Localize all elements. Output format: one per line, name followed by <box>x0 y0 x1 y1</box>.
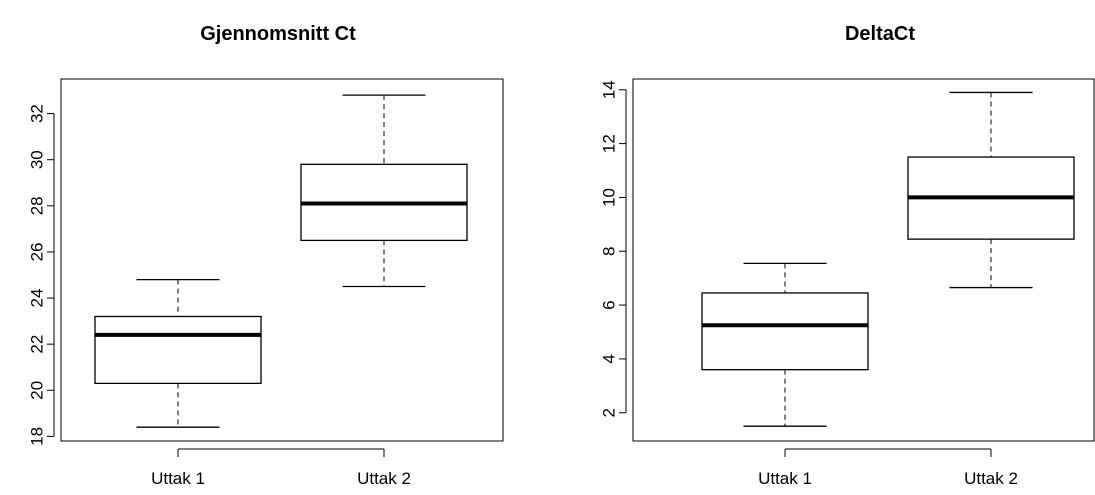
chart-title: Gjennomsnitt Ct <box>200 23 356 45</box>
y-tick-label: 14 <box>599 80 618 99</box>
iqr-box <box>94 315 262 385</box>
y-tick-label: 4 <box>599 354 618 363</box>
box-1 <box>701 262 869 427</box>
chart-panel-2: DeltaCt 2 4 6 8 10 12 14 Uttak 1 Uttak 2 <box>599 23 1095 488</box>
y-tick-label: 20 <box>27 381 46 400</box>
box-2 <box>907 91 1075 289</box>
y-tick-label: 32 <box>27 104 46 123</box>
iqr-box <box>701 292 869 371</box>
y-tick-label: 2 <box>599 408 618 417</box>
y-tick-label: 6 <box>599 300 618 309</box>
y-tick-label: 10 <box>599 188 618 207</box>
y-tick-label: 28 <box>27 196 46 215</box>
y-tick-label: 18 <box>27 427 46 446</box>
x-tick-label: Uttak 2 <box>964 469 1018 488</box>
chart-panel-1: Gjennomsnitt Ct 18 20 22 24 26 28 30 32 Uttak 1 Ut… <box>27 23 504 488</box>
plot-frame <box>60 78 504 442</box>
x-tick-label: Uttak 2 <box>357 469 411 488</box>
box-1 <box>94 278 262 428</box>
x-tick-label: Uttak 1 <box>758 469 812 488</box>
box-2 <box>300 94 468 288</box>
y-tick-label: 26 <box>27 242 46 261</box>
y-tick-label: 30 <box>27 150 46 169</box>
chart-title: DeltaCt <box>845 23 915 45</box>
plot-frame <box>632 78 1095 442</box>
x-tick-label: Uttak 1 <box>151 469 205 488</box>
y-tick-label: 22 <box>27 335 46 354</box>
y-tick-label: 24 <box>27 289 46 308</box>
y-tick-label: 12 <box>599 134 618 153</box>
y-tick-label: 8 <box>599 247 618 256</box>
